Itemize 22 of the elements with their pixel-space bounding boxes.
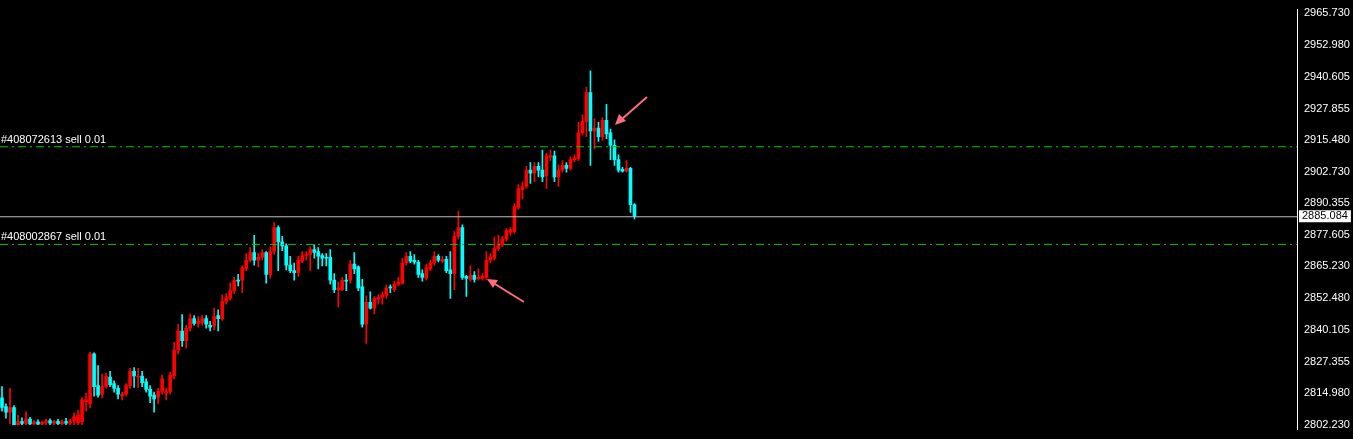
y-tick-label: 2952.980	[1304, 38, 1350, 51]
y-tick-label: 2852.480	[1304, 291, 1350, 304]
candlestick	[132, 367, 136, 388]
y-tick-label: 2877.605	[1304, 228, 1350, 241]
ref-line-label: #408072613 sell 0.01	[1, 132, 107, 145]
candlestick	[216, 309, 220, 332]
candlestick	[8, 388, 12, 425]
y-tick-label: 2890.355	[1304, 196, 1350, 209]
y-tick-label: 2802.230	[1304, 417, 1350, 430]
y-tick-label: 2940.605	[1304, 69, 1350, 82]
candlestick	[308, 246, 313, 271]
y-tick-label: 2915.480	[1304, 132, 1350, 145]
y-tick-label: 2865.230	[1304, 259, 1350, 272]
ref-line-label: #408002867 sell 0.01	[1, 230, 107, 243]
ref-line-label: 2885.084	[1302, 209, 1348, 222]
y-tick-label: 2902.730	[1304, 164, 1350, 177]
y-tick-label: 2927.855	[1304, 101, 1350, 114]
y-tick-label: 2965.730	[1304, 6, 1350, 19]
y-tick-label: 2814.980	[1304, 385, 1350, 398]
candlestick	[196, 316, 200, 328]
y-tick-label: 2840.105	[1304, 322, 1350, 335]
y-tick-label: 2827.355	[1304, 354, 1350, 367]
